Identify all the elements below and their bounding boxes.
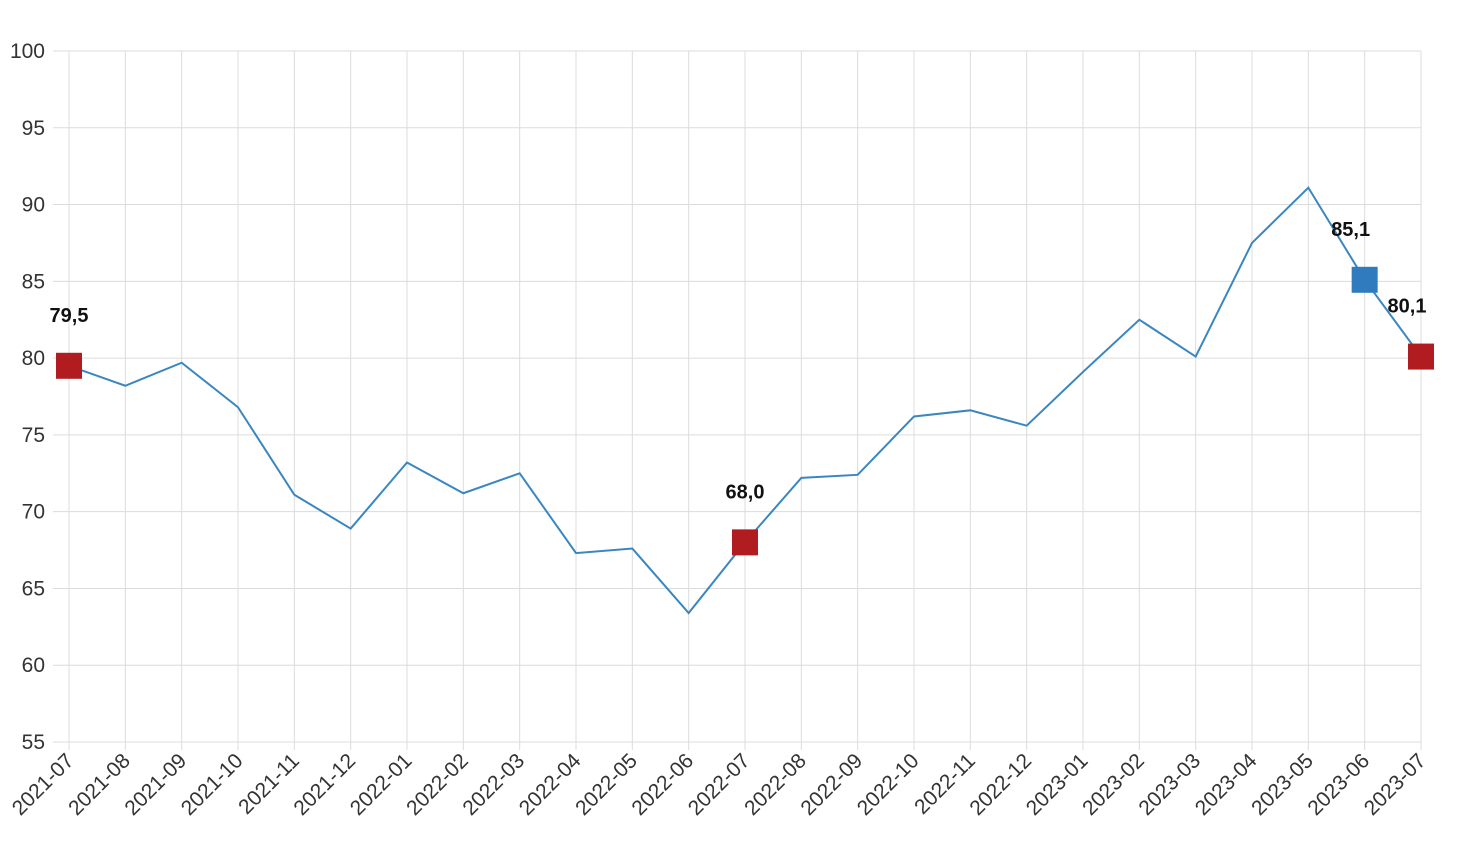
x-tick-label: 2022-08 [740,749,811,820]
x-tick-label: 2022-02 [402,749,473,820]
y-tick-label: 65 [22,577,45,600]
x-tick-label: 2022-06 [627,749,698,820]
y-tick-label: 100 [10,40,45,63]
x-tick-label: 2023-03 [1134,749,1205,820]
x-tick-label: 2023-04 [1191,749,1262,820]
point-marker [732,529,758,556]
x-tick-label: 2021-07 [8,749,79,820]
data-label: 80,1 [1388,296,1427,318]
point-marker [1351,266,1378,293]
x-tick-label: 2022-04 [515,749,586,820]
data-label: 68,0 [726,481,765,503]
x-tick-label: 2022-03 [458,749,529,820]
y-tick-label: 70 [22,501,45,524]
y-tick-label: 75 [22,424,45,447]
y-tick-label: 80 [22,347,45,370]
point-marker [1408,343,1434,370]
y-tick-label: 90 [22,194,45,217]
x-tick-label: 2023-07 [1360,749,1431,820]
x-tick-label: 2021-12 [289,749,360,820]
x-tick-label: 2021-08 [64,749,135,820]
y-tick-label: 55 [22,731,45,754]
x-tick-label: 2022-05 [571,749,642,820]
data-label: 79,5 [50,305,89,327]
x-tick-label: 2023-01 [1022,749,1093,820]
x-tick-label: 2022-01 [346,749,417,820]
point-marker [56,352,82,379]
y-tick-label: 60 [22,654,45,677]
x-tick-label: 2022-09 [796,749,867,820]
x-tick-label: 2022-12 [965,749,1036,820]
x-tick-label: 2023-06 [1303,749,1374,820]
y-tick-label: 95 [22,117,45,140]
x-tick-label: 2022-07 [684,749,755,820]
x-tick-label: 2022-10 [853,749,924,820]
x-tick-label: 2023-05 [1247,749,1318,820]
x-tick-label: 2023-02 [1078,749,1149,820]
data-label: 85,1 [1331,219,1370,241]
x-tick-label: 2021-09 [120,749,191,820]
x-tick-label: 2021-10 [177,749,248,820]
y-tick-label: 85 [22,270,45,293]
